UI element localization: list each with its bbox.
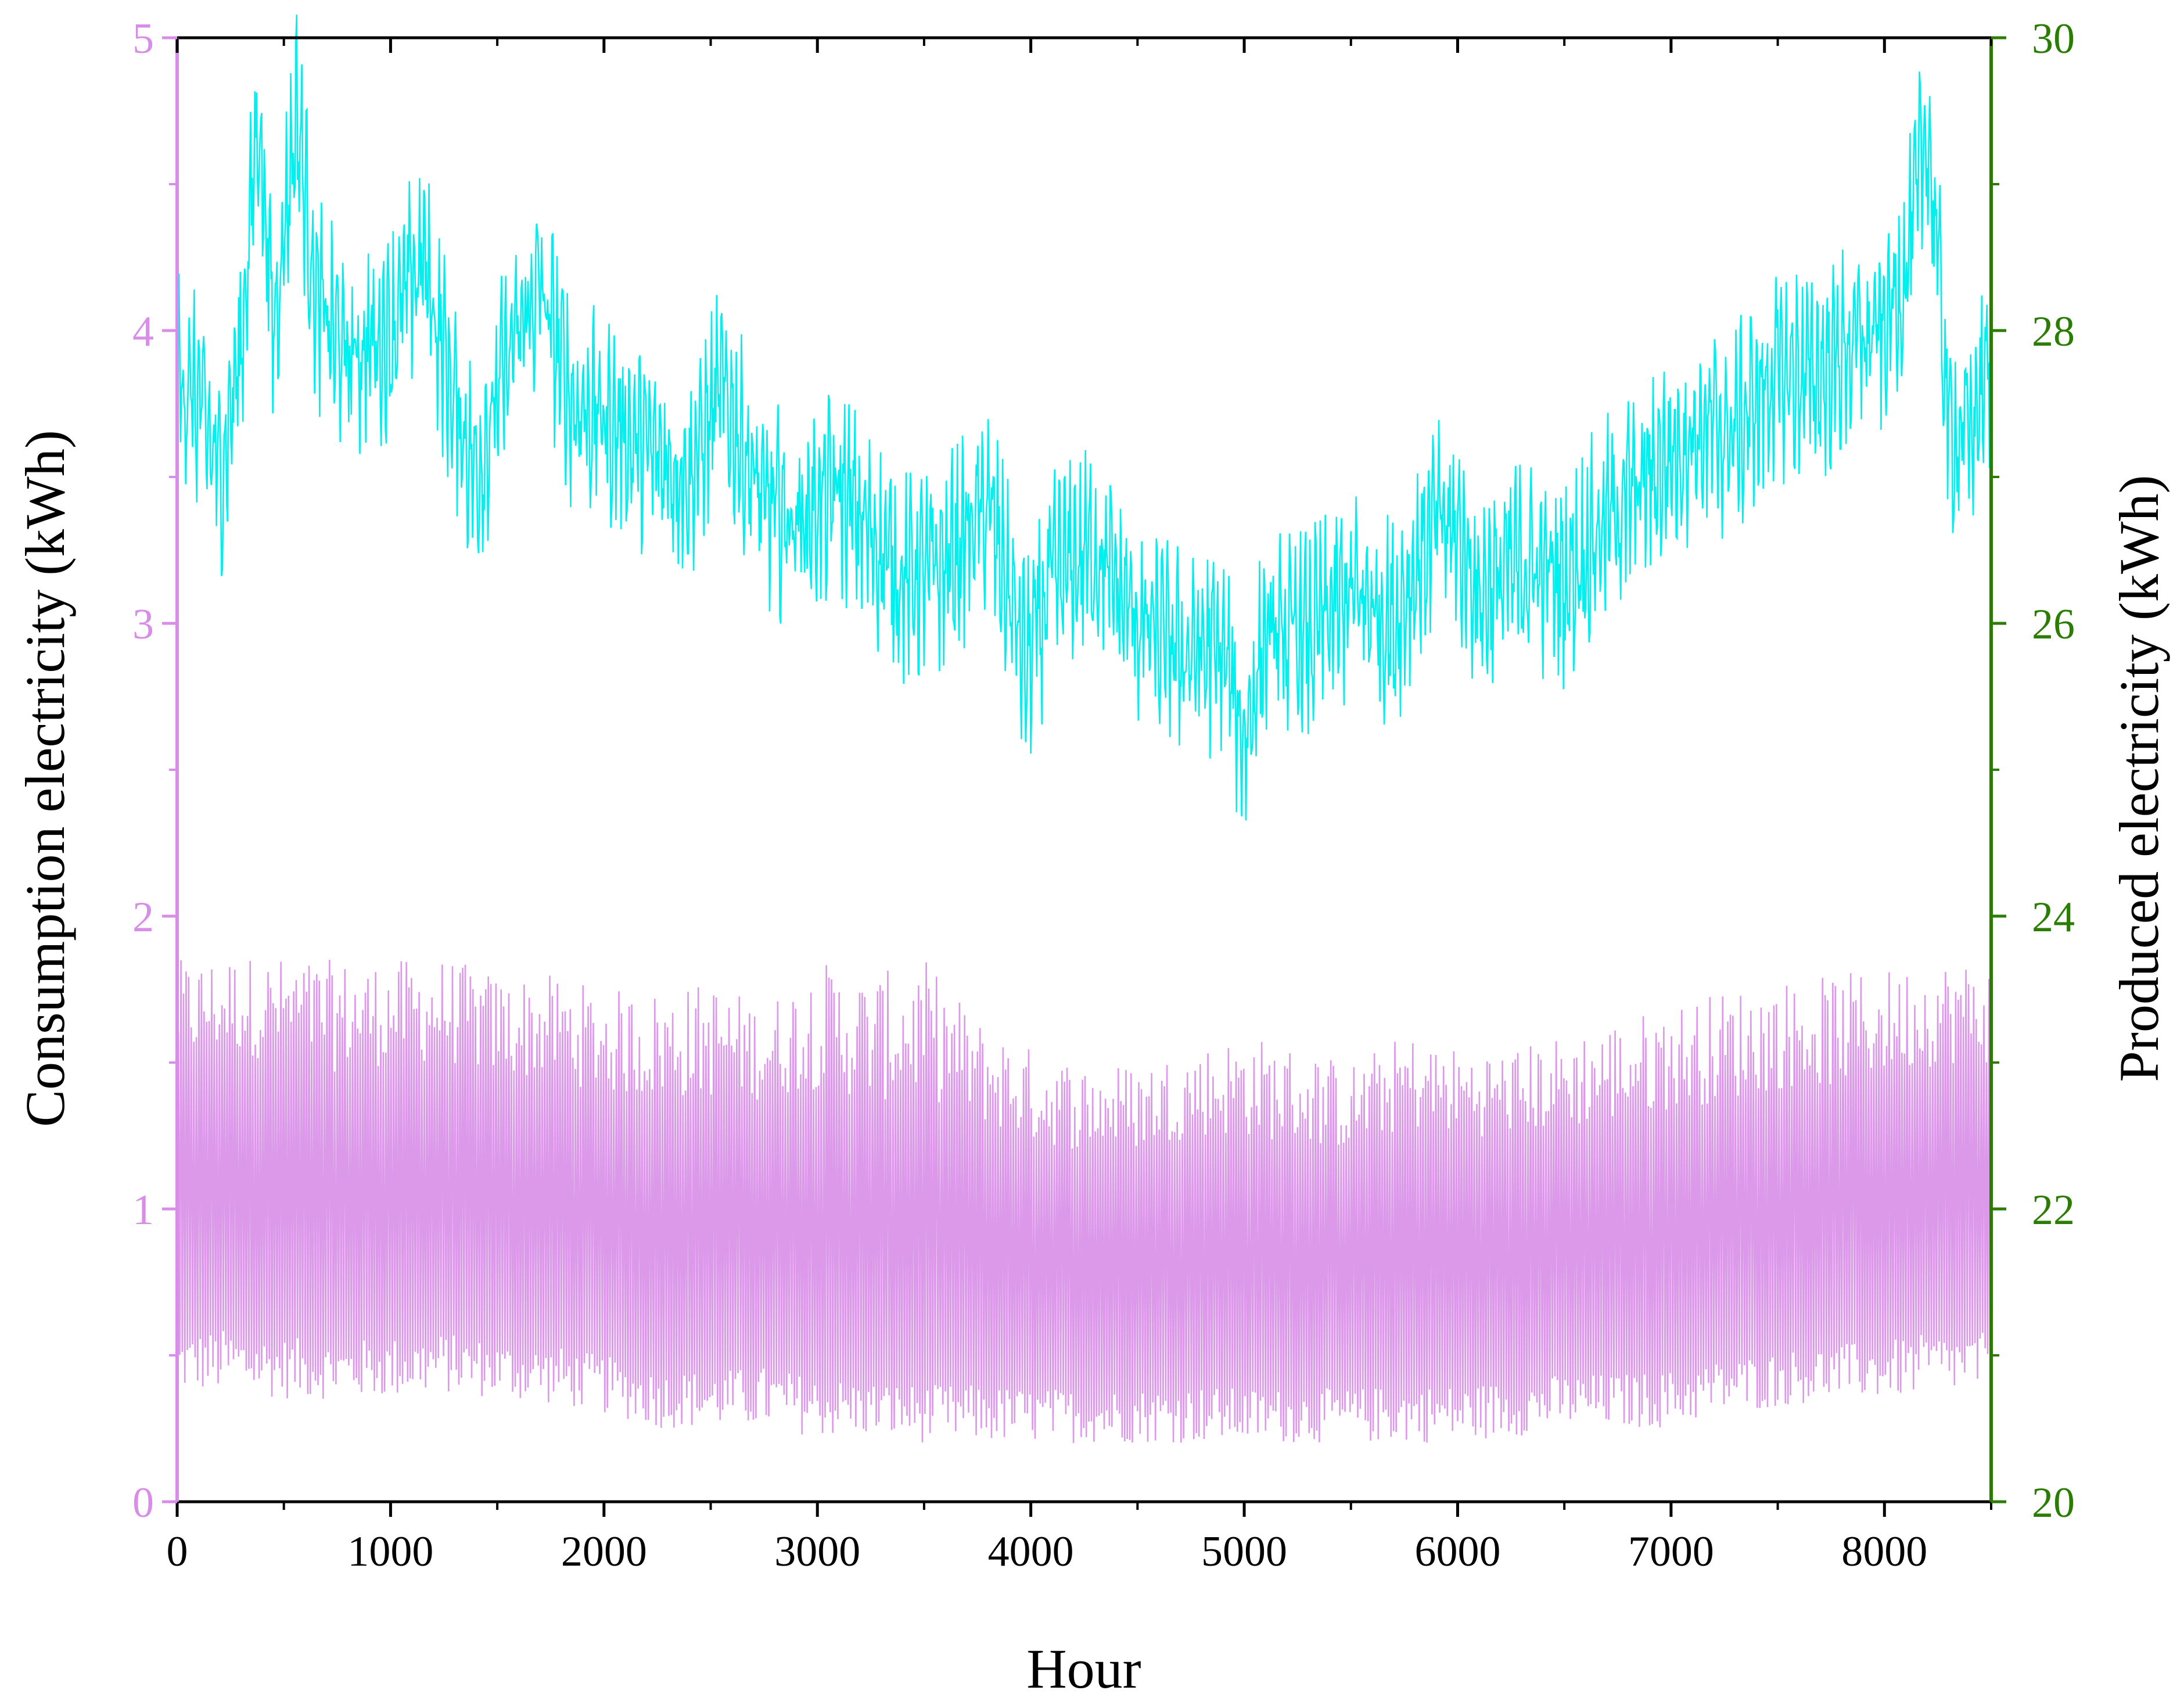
axes: 0 1000 2000 3000 4000 5000 6000 7000 8000 0 1 2 3 4 5 2… bbox=[132, 15, 2075, 1576]
x-tick-label: 3000 bbox=[774, 1528, 860, 1576]
right-y-tick-label: 28 bbox=[2032, 308, 2075, 356]
left-y-tick-label: 2 bbox=[132, 893, 154, 941]
left-y-tick-label: 1 bbox=[132, 1186, 154, 1234]
x-tick-label: 7000 bbox=[1628, 1528, 1714, 1576]
x-tick-label: 2000 bbox=[561, 1528, 647, 1576]
left-y-tick-label: 5 bbox=[132, 15, 154, 63]
left-y-axis-title: Consumption electricity (kWh) bbox=[14, 430, 76, 1127]
consumption-series-line bbox=[176, 960, 1992, 1444]
x-tick-label: 5000 bbox=[1201, 1528, 1287, 1576]
x-tick-label: 8000 bbox=[1841, 1528, 1927, 1576]
plot-area bbox=[176, 15, 1992, 1444]
left-y-tick-label: 0 bbox=[132, 1479, 154, 1527]
left-y-tick-label: 3 bbox=[132, 601, 154, 648]
x-tick-label: 4000 bbox=[988, 1528, 1074, 1576]
right-y-tick-label: 22 bbox=[2032, 1186, 2075, 1234]
x-tick-label: 6000 bbox=[1414, 1528, 1500, 1576]
produced-series-line bbox=[176, 15, 1992, 821]
right-y-tick-label: 24 bbox=[2032, 893, 2075, 941]
left-y-tick-label: 4 bbox=[132, 308, 154, 356]
x-tick-label: 0 bbox=[167, 1528, 188, 1576]
right-y-tick-label: 20 bbox=[2032, 1479, 2075, 1527]
x-axis-title: Hour bbox=[1026, 1638, 1141, 1700]
right-y-tick-label: 26 bbox=[2032, 601, 2075, 648]
x-tick-label: 1000 bbox=[347, 1528, 433, 1576]
right-y-tick-label: 30 bbox=[2032, 15, 2075, 63]
right-y-axis-title: Produced electricity (kWh) bbox=[2108, 475, 2170, 1082]
